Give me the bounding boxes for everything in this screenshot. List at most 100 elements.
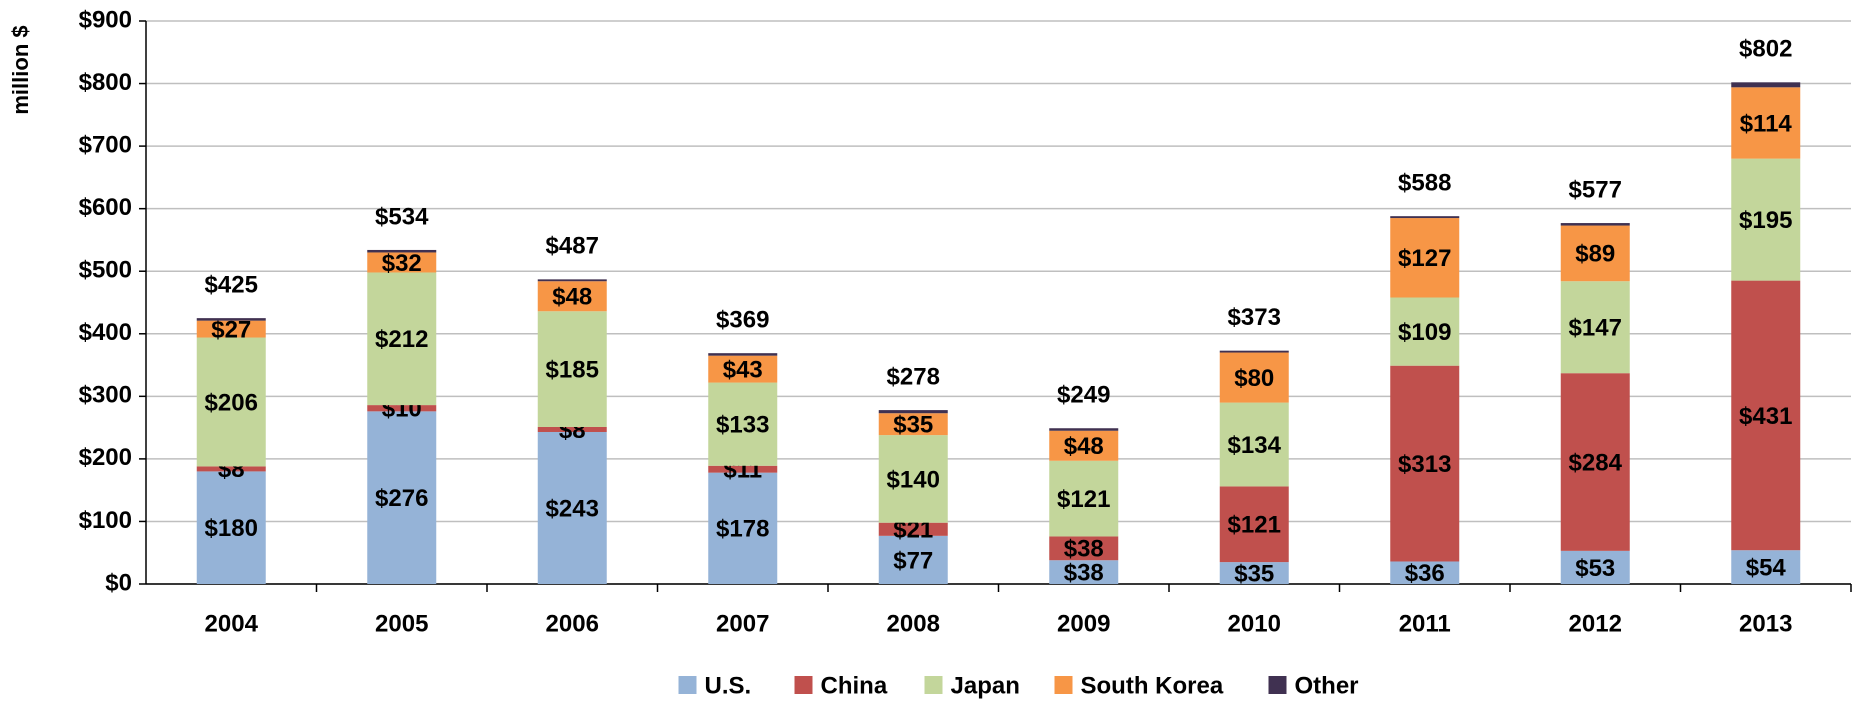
legend-label: U.S. (705, 672, 752, 699)
value-label: $121 (1228, 512, 1281, 539)
total-label: $369 (716, 307, 769, 334)
bar-segment (537, 311, 607, 427)
y-tick-label: $800 (79, 69, 132, 96)
bar-segment (1731, 158, 1801, 281)
bar-segment (1390, 365, 1460, 562)
y-axis-label: million $ (8, 25, 33, 114)
bar-segment (1560, 550, 1630, 584)
x-tick-label: 2011 (1399, 610, 1451, 637)
value-label: $284 (1569, 449, 1623, 476)
bar-segment (196, 320, 266, 338)
value-label: $80 (1234, 365, 1274, 392)
bar-segment (1390, 216, 1460, 219)
value-label: $32 (382, 250, 422, 277)
value-label: $313 (1398, 451, 1451, 478)
bar-segment (1390, 297, 1460, 366)
bar-segment (1731, 280, 1801, 551)
bar-segment (196, 337, 266, 467)
value-label: $27 (211, 316, 251, 343)
bar-segment (196, 318, 266, 321)
value-label: $53 (1575, 555, 1615, 582)
value-label: $109 (1398, 319, 1451, 346)
bar-segment (708, 465, 778, 473)
bar-segment (1219, 352, 1289, 403)
total-label: $802 (1739, 36, 1792, 63)
total-label: $588 (1398, 170, 1451, 197)
bar-segment (878, 522, 948, 536)
total-label: $487 (546, 233, 599, 260)
bar-segment (878, 413, 948, 436)
bar-segment (878, 535, 948, 584)
bar-segment (1049, 428, 1119, 431)
value-label: $178 (716, 516, 769, 543)
legend-swatch (1268, 676, 1287, 694)
x-tick-label: 2010 (1228, 610, 1281, 637)
bar-segment (1731, 82, 1801, 88)
total-label: $278 (887, 363, 940, 390)
y-tick-label: $400 (79, 319, 132, 346)
x-tick-label: 2005 (375, 610, 428, 637)
value-label: $35 (1234, 560, 1274, 587)
bar-segment (367, 249, 437, 253)
bar-segment (1049, 460, 1119, 537)
bar-segment (1390, 218, 1460, 298)
value-label: $134 (1228, 432, 1282, 459)
bar-segment (367, 405, 437, 412)
value-label: $276 (375, 485, 428, 512)
value-label: $180 (205, 515, 258, 542)
value-label: $147 (1569, 315, 1622, 342)
bar-segment (1219, 486, 1289, 563)
value-label: $38 (1064, 536, 1104, 563)
bar-segment (1049, 560, 1119, 584)
y-tick-label: $700 (79, 131, 132, 158)
bar-segment (1731, 87, 1801, 159)
bar-segment (1049, 536, 1119, 561)
value-label: $48 (552, 284, 592, 311)
value-label: $431 (1739, 403, 1792, 430)
legend-label: South Korea (1081, 672, 1224, 699)
total-label: $425 (205, 271, 258, 298)
legend-label: Japan (951, 672, 1020, 699)
y-tick-label: $300 (79, 382, 132, 409)
x-tick-label: 2012 (1569, 610, 1622, 637)
value-label: $195 (1739, 207, 1792, 234)
bar-segment (196, 471, 266, 584)
y-tick-label: $600 (79, 194, 132, 221)
bar-segment (1560, 223, 1630, 226)
bar-segment (1390, 561, 1460, 584)
legend-label: Other (1295, 672, 1359, 699)
x-tick-label: 2013 (1739, 610, 1792, 637)
value-label: $206 (205, 389, 258, 416)
bar-segment (1560, 373, 1630, 551)
value-label: $89 (1575, 241, 1615, 268)
value-label: $48 (1064, 433, 1104, 460)
value-label: $133 (716, 412, 769, 439)
y-tick-label: $500 (79, 257, 132, 284)
bar-segment (367, 252, 437, 273)
bar-segment (708, 382, 778, 466)
y-tick-label: $0 (105, 569, 132, 596)
value-label: $35 (893, 412, 933, 439)
bar-segment (1049, 430, 1119, 461)
value-label: $38 (1064, 559, 1104, 586)
bar-segment (708, 472, 778, 584)
legend-swatch (1054, 676, 1073, 694)
bar-segment (537, 426, 607, 432)
total-label: $534 (375, 203, 429, 230)
bar-segment (708, 353, 778, 356)
value-label: $114 (1740, 110, 1793, 137)
value-label: $54 (1746, 554, 1787, 581)
value-label: $185 (546, 356, 599, 383)
total-label: $577 (1569, 176, 1622, 203)
value-label: $243 (546, 495, 599, 522)
x-tick-label: 2009 (1057, 610, 1110, 637)
bar-segment (537, 279, 607, 282)
value-label: $43 (723, 356, 763, 383)
bar-segment (878, 435, 948, 523)
y-tick-label: $900 (79, 6, 132, 33)
bar-segment (537, 281, 607, 312)
bar-segment (196, 466, 266, 472)
x-tick-label: 2007 (716, 610, 769, 637)
